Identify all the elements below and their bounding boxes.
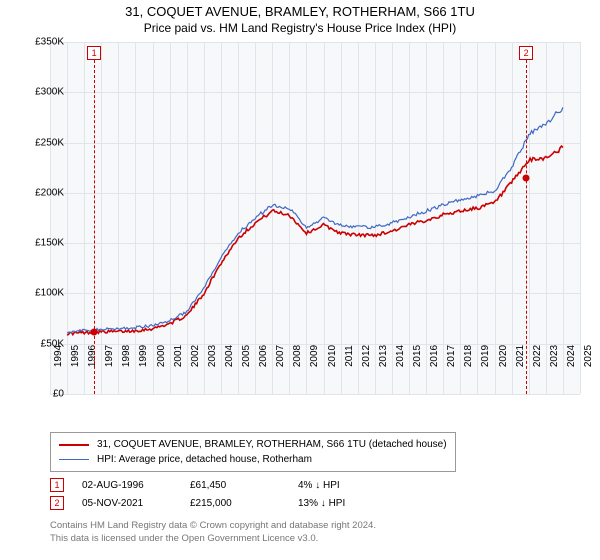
series-line: [67, 107, 563, 333]
footer-attribution: Contains HM Land Registry data © Crown c…: [50, 520, 376, 546]
transaction-row: 2 05-NOV-2021 £215,000 13% ↓ HPI: [50, 496, 388, 510]
transaction-diff: 13% ↓ HPI: [298, 498, 388, 509]
series-line: [67, 146, 563, 335]
transaction-date: 05-NOV-2021: [82, 498, 172, 509]
legend-swatch: [59, 444, 89, 446]
marker-badge: 2: [50, 496, 64, 510]
transaction-date: 02-AUG-1996: [82, 480, 172, 491]
transaction-rows: 1 02-AUG-1996 £61,450 4% ↓ HPI 2 05-NOV-…: [50, 478, 388, 514]
footer-line1: Contains HM Land Registry data © Crown c…: [50, 520, 376, 533]
legend-label: HPI: Average price, detached house, Roth…: [97, 452, 312, 467]
title-block: 31, COQUET AVENUE, BRAMLEY, ROTHERHAM, S…: [0, 0, 600, 36]
line-series-svg: [50, 42, 580, 394]
marker-badge: 1: [50, 478, 64, 492]
legend: 31, COQUET AVENUE, BRAMLEY, ROTHERHAM, S…: [50, 432, 456, 472]
gridline-vertical: [580, 42, 581, 394]
marker-badge: 1: [87, 46, 101, 60]
title-subtitle: Price paid vs. HM Land Registry's House …: [0, 21, 600, 37]
chart-container: 31, COQUET AVENUE, BRAMLEY, ROTHERHAM, S…: [0, 0, 600, 560]
transaction-price: £61,450: [190, 480, 280, 491]
marker-dot: [523, 174, 530, 181]
gridline-horizontal: [50, 394, 580, 395]
legend-label: 31, COQUET AVENUE, BRAMLEY, ROTHERHAM, S…: [97, 437, 447, 452]
x-axis-label: 2025: [583, 345, 594, 367]
transaction-price: £215,000: [190, 498, 280, 509]
footer-line2: This data is licensed under the Open Gov…: [50, 533, 376, 546]
marker-badge: 2: [519, 46, 533, 60]
transaction-row: 1 02-AUG-1996 £61,450 4% ↓ HPI: [50, 478, 388, 492]
legend-item: HPI: Average price, detached house, Roth…: [59, 452, 447, 467]
marker-dot: [91, 329, 98, 336]
legend-item: 31, COQUET AVENUE, BRAMLEY, ROTHERHAM, S…: [59, 437, 447, 452]
title-address: 31, COQUET AVENUE, BRAMLEY, ROTHERHAM, S…: [0, 4, 600, 21]
chart-area: 12: [50, 42, 580, 394]
legend-swatch: [59, 459, 89, 460]
transaction-diff: 4% ↓ HPI: [298, 480, 388, 491]
